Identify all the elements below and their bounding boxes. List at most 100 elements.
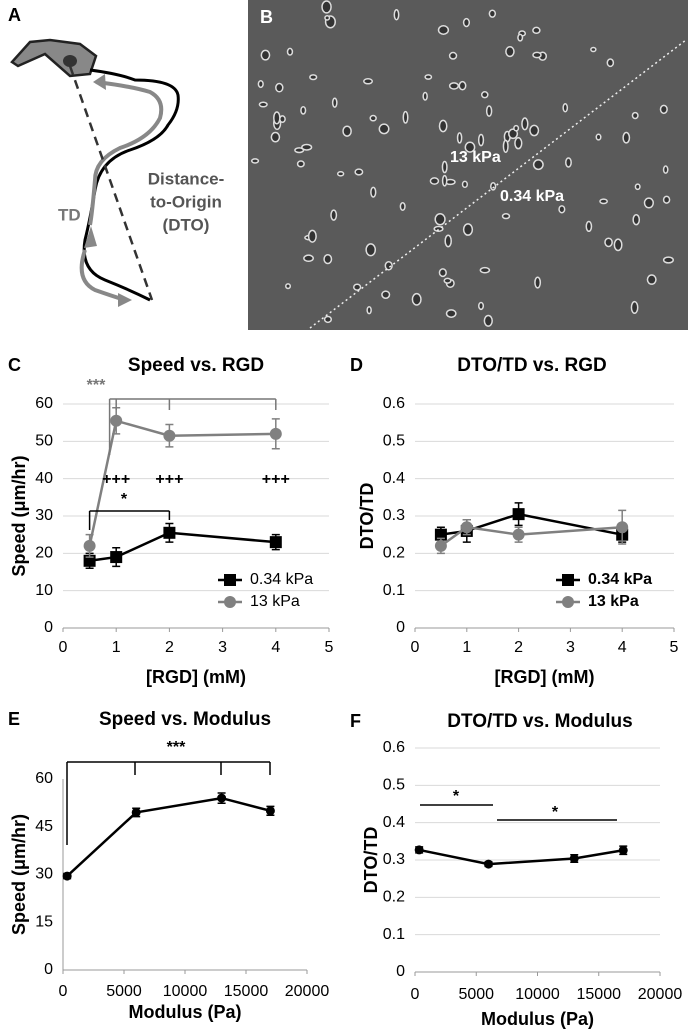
panel-b: B 13 kPa 0.34 kPa (248, 0, 688, 330)
cell (502, 139, 509, 153)
y-tick-label: 0 (44, 961, 53, 978)
panel-letter: D (350, 355, 363, 375)
cell (399, 201, 406, 212)
cell (444, 234, 452, 248)
cell (532, 159, 544, 171)
cell (562, 103, 569, 113)
cell (508, 128, 519, 140)
cell (422, 91, 428, 101)
legend-label: 0.34 kPa (250, 571, 313, 588)
y-tick-label: 20 (35, 545, 53, 562)
cell (424, 74, 433, 80)
x-tick-label: 2 (165, 639, 174, 656)
marker (569, 854, 579, 864)
cell (462, 223, 474, 236)
dto-label: (DTO) (163, 215, 210, 234)
annotation: *** (87, 377, 106, 394)
x-tick-label: 5000 (106, 983, 142, 1000)
x-axis-label: [RGD] (mM) (495, 667, 595, 687)
cell (448, 51, 458, 60)
line (89, 531, 276, 563)
cell (260, 49, 271, 61)
cell (565, 157, 572, 168)
y-tick-label: 0 (396, 619, 405, 636)
region-label: 13 kPa (450, 149, 501, 166)
cell (622, 131, 631, 144)
y-tick-label: 0.2 (383, 545, 405, 562)
x-tick-label: 20000 (638, 986, 683, 1003)
y-tick-label: 0 (396, 963, 405, 980)
arrow-head (118, 293, 132, 307)
cell (488, 9, 497, 18)
cell (461, 180, 468, 189)
y-tick-label: 60 (35, 770, 53, 787)
y-tick-label: 30 (35, 507, 53, 524)
cell (532, 51, 542, 59)
cell (443, 277, 452, 284)
x-tick-label: 15000 (224, 983, 269, 1000)
cell (558, 205, 566, 214)
marker (110, 414, 123, 427)
y-axis-label: Speed (μm/hr) (9, 814, 29, 935)
y-tick-label: 30 (35, 866, 53, 883)
annotation: +++ (102, 471, 130, 488)
y-tick-label: 45 (35, 818, 53, 835)
legend-marker (562, 596, 574, 608)
marker (512, 508, 525, 521)
y-axis-label: DTO/TD (361, 827, 381, 894)
dto-label: to-Origin (150, 192, 222, 211)
cell (273, 111, 281, 125)
x-tick-label: 4 (271, 639, 280, 656)
cell (250, 158, 260, 164)
x-axis-label: Modulus (Pa) (481, 1009, 594, 1029)
cell (323, 254, 333, 265)
region-label: 0.34 kPa (500, 188, 564, 205)
cell (323, 315, 333, 324)
cell (438, 119, 448, 133)
x-tick-label: 0 (59, 983, 68, 1000)
legend-label: 13 kPa (250, 593, 300, 610)
cell (384, 260, 393, 271)
x-tick-label: 10000 (515, 986, 560, 1003)
chart-title: DTO/TD vs. Modulus (447, 711, 632, 732)
cell (521, 117, 529, 131)
cell (505, 46, 515, 58)
legend-label: 0.34 kPa (588, 571, 652, 588)
x-tick-label: 0 (411, 639, 420, 656)
y-tick-label: 15 (35, 913, 53, 930)
cell (366, 305, 372, 315)
cell (604, 237, 613, 248)
arrow-head (84, 226, 97, 248)
x-tick-label: 15000 (577, 986, 622, 1003)
cell (402, 110, 409, 124)
marker (616, 521, 629, 534)
cell (296, 160, 305, 168)
y-tick-label: 0.5 (383, 433, 405, 450)
cell (632, 213, 641, 226)
y-tick-label: 0.4 (383, 814, 405, 831)
marker (110, 551, 123, 564)
cell (517, 33, 524, 42)
boundary (309, 39, 687, 329)
cell (411, 292, 422, 306)
x-tick-label: 20000 (285, 983, 330, 1000)
cell (513, 124, 520, 132)
cell (336, 170, 345, 177)
cell (479, 266, 491, 274)
marker (163, 526, 176, 539)
cell (599, 198, 608, 205)
marker (484, 859, 493, 869)
panel-letter: B (260, 7, 273, 27)
annotation: +++ (262, 471, 290, 488)
line (418, 848, 624, 866)
line (66, 796, 271, 878)
cell (363, 77, 373, 85)
marker (460, 521, 473, 534)
x-tick-label: 5000 (458, 986, 494, 1003)
td-label: TD (58, 205, 81, 224)
y-tick-label: 0.5 (383, 777, 405, 794)
cell (590, 46, 597, 53)
cell (441, 160, 448, 174)
x-tick-label: 1 (462, 639, 471, 656)
